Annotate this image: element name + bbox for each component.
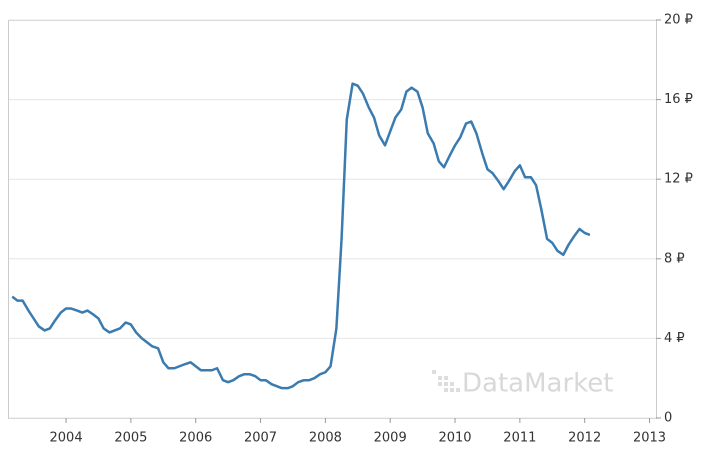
y-tick-label: 16 ₽	[664, 92, 693, 107]
y-tick-label: 8 ₽	[664, 251, 685, 266]
x-tick-label: 2012	[568, 431, 601, 446]
watermark-icon	[432, 370, 460, 392]
y-tick-label: 4 ₽	[664, 331, 685, 346]
y-tick-label: 12 ₽	[664, 172, 693, 187]
y-tick-label: 0	[664, 411, 672, 426]
line-series	[11, 82, 591, 390]
x-tick-label: 2013	[633, 431, 666, 446]
x-tick-label: 2010	[438, 431, 471, 446]
x-tick-label: 2007	[244, 431, 277, 446]
x-tick-label: 2004	[50, 431, 83, 446]
x-tick-label: 2006	[179, 431, 212, 446]
y-tick-label: 20 ₽	[664, 13, 693, 28]
watermark: DataMarket	[462, 369, 613, 399]
x-tick-label: 2005	[114, 431, 147, 446]
x-tick-label: 2011	[503, 431, 536, 446]
x-tick-label: 2008	[309, 431, 342, 446]
x-tick-label: 2009	[374, 431, 407, 446]
